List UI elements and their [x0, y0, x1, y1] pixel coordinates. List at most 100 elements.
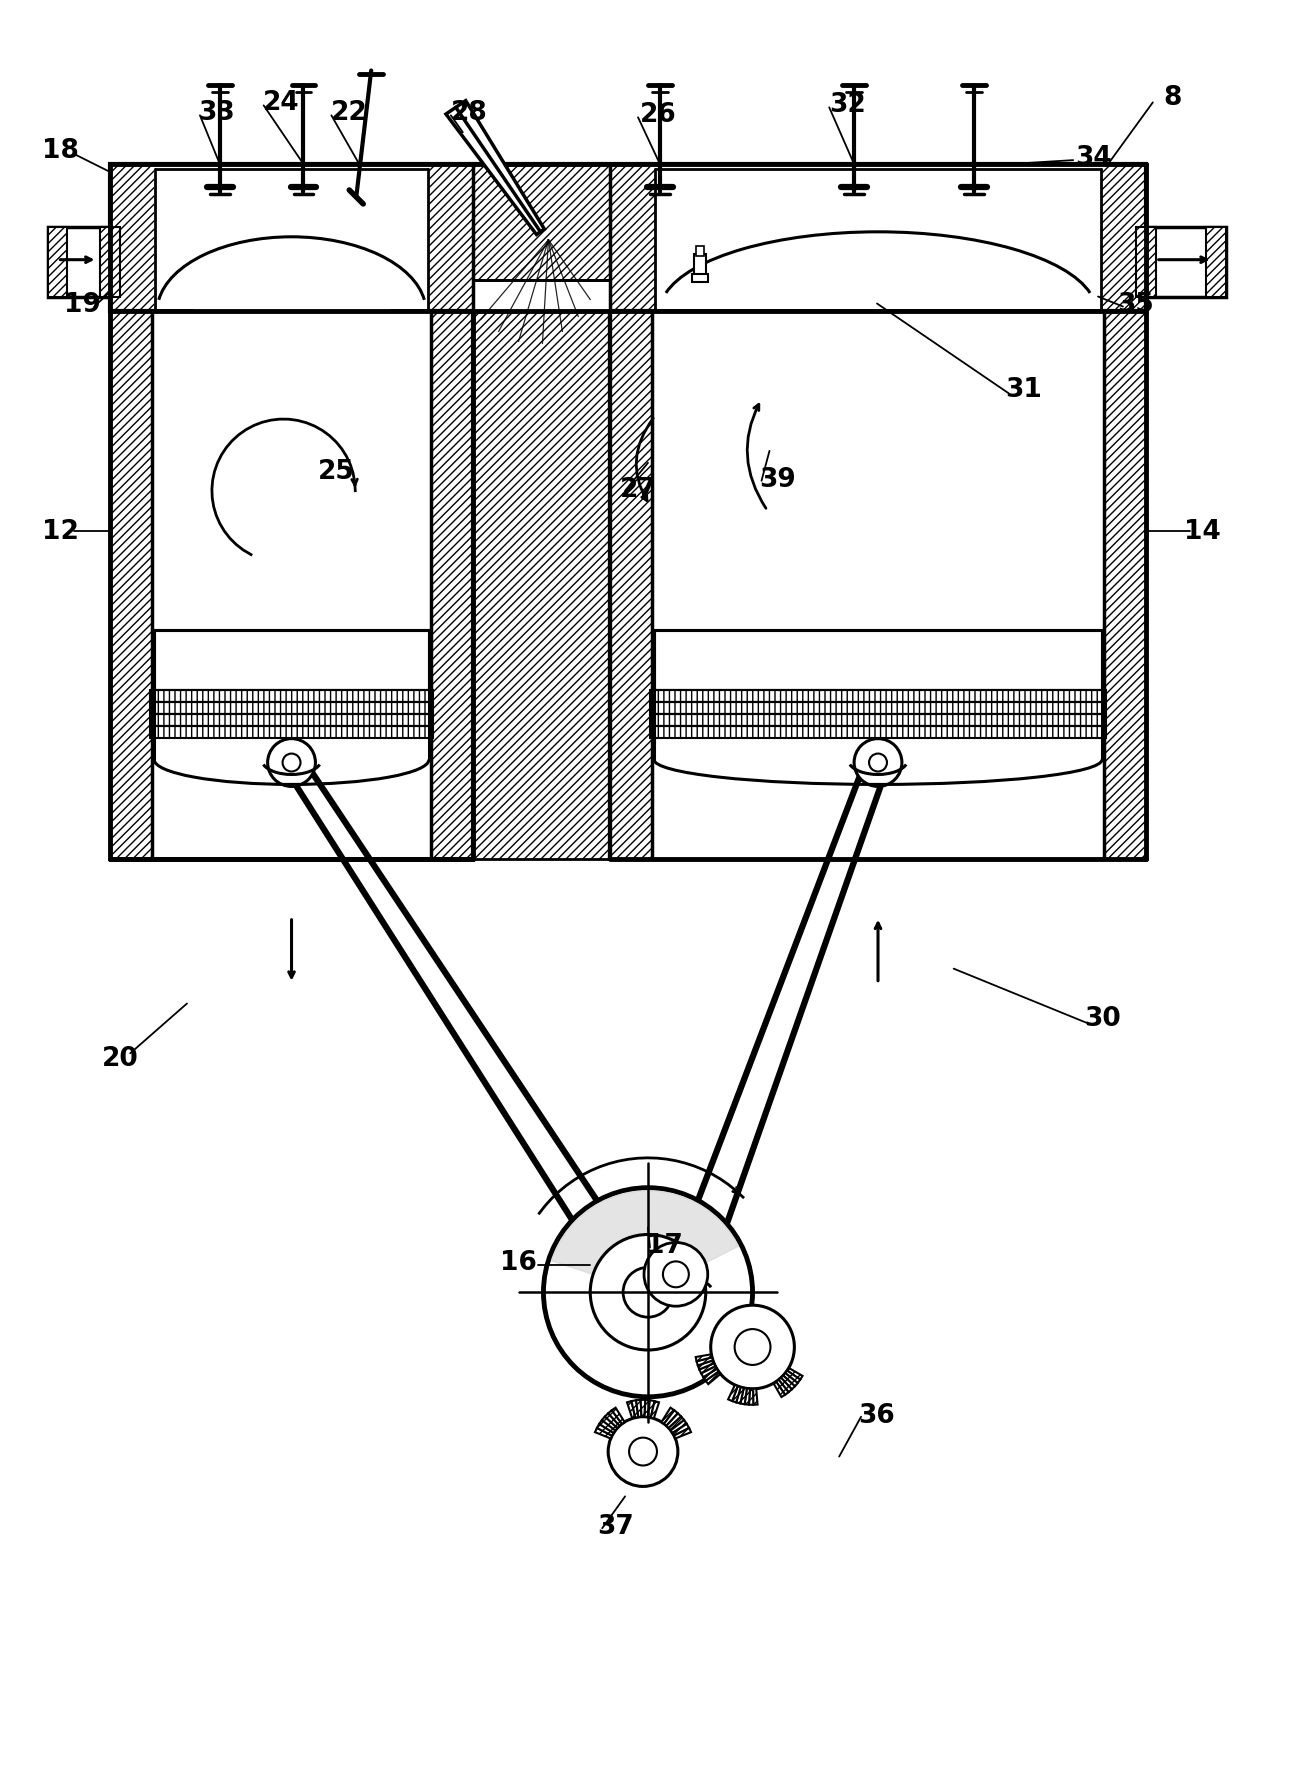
- Bar: [650, 715, 1106, 727]
- Circle shape: [591, 1234, 706, 1351]
- Polygon shape: [749, 1388, 754, 1404]
- Text: 16: 16: [500, 1250, 537, 1275]
- Polygon shape: [671, 1420, 686, 1433]
- Bar: [1206, 227, 1225, 298]
- Bar: [100, 227, 120, 298]
- Circle shape: [268, 739, 316, 787]
- Bar: [150, 702, 433, 715]
- Bar: [650, 727, 1106, 738]
- Circle shape: [869, 754, 887, 771]
- Bar: [48, 227, 67, 298]
- Text: 25: 25: [319, 459, 355, 484]
- Polygon shape: [698, 1360, 714, 1371]
- Bar: [110, 312, 152, 860]
- Polygon shape: [662, 1408, 675, 1424]
- Bar: [1105, 312, 1146, 860]
- Bar: [110, 165, 1146, 312]
- Text: 35: 35: [1118, 291, 1154, 317]
- Bar: [610, 312, 651, 860]
- Text: 27: 27: [620, 477, 657, 502]
- Polygon shape: [597, 1424, 614, 1436]
- Text: 28: 28: [451, 101, 487, 126]
- Bar: [473, 165, 610, 312]
- Bar: [154, 738, 429, 761]
- Circle shape: [644, 1243, 708, 1307]
- Bar: [150, 715, 433, 727]
- Polygon shape: [699, 1363, 715, 1374]
- Bar: [431, 312, 473, 860]
- Bar: [650, 715, 1106, 727]
- Bar: [48, 227, 110, 298]
- Polygon shape: [636, 1401, 641, 1417]
- Bar: [655, 167, 1101, 310]
- Bar: [152, 312, 431, 860]
- Polygon shape: [754, 1388, 758, 1404]
- Bar: [1146, 227, 1225, 298]
- Bar: [650, 727, 1106, 738]
- Ellipse shape: [157, 206, 426, 330]
- Polygon shape: [641, 1401, 645, 1417]
- Bar: [473, 280, 610, 312]
- Text: 39: 39: [759, 466, 796, 493]
- Bar: [695, 246, 703, 257]
- Bar: [150, 702, 433, 715]
- Bar: [110, 165, 1146, 312]
- Circle shape: [629, 1438, 657, 1466]
- Polygon shape: [602, 1417, 618, 1431]
- Polygon shape: [695, 1355, 712, 1362]
- Text: 19: 19: [63, 291, 101, 317]
- Polygon shape: [673, 1427, 692, 1438]
- Polygon shape: [648, 1401, 654, 1418]
- Bar: [1105, 312, 1146, 860]
- Text: 37: 37: [597, 1514, 633, 1539]
- Circle shape: [734, 1330, 771, 1365]
- Bar: [48, 227, 67, 298]
- Bar: [654, 738, 1102, 761]
- Polygon shape: [787, 1369, 803, 1379]
- Polygon shape: [745, 1388, 750, 1404]
- Polygon shape: [728, 1385, 738, 1401]
- Polygon shape: [785, 1371, 800, 1383]
- Text: 36: 36: [859, 1402, 895, 1427]
- Bar: [694, 255, 706, 277]
- Text: 26: 26: [640, 103, 676, 128]
- Circle shape: [609, 1417, 677, 1486]
- Text: 22: 22: [332, 101, 368, 126]
- Polygon shape: [703, 1369, 719, 1381]
- Polygon shape: [732, 1386, 741, 1402]
- Polygon shape: [776, 1379, 789, 1395]
- Bar: [473, 312, 610, 860]
- Bar: [110, 312, 152, 860]
- Polygon shape: [773, 1381, 785, 1397]
- Bar: [431, 312, 473, 860]
- Polygon shape: [632, 1401, 638, 1418]
- Text: 30: 30: [1085, 1005, 1121, 1032]
- Polygon shape: [664, 1411, 677, 1425]
- Polygon shape: [552, 1191, 738, 1275]
- Text: 18: 18: [43, 138, 79, 165]
- Bar: [150, 727, 433, 738]
- Text: 32: 32: [829, 92, 865, 119]
- Text: 24: 24: [263, 90, 300, 117]
- Circle shape: [711, 1305, 794, 1388]
- Bar: [654, 631, 1102, 690]
- Text: 12: 12: [43, 518, 79, 544]
- Bar: [150, 715, 433, 727]
- Bar: [1136, 227, 1156, 298]
- Polygon shape: [737, 1386, 743, 1404]
- Bar: [473, 165, 610, 312]
- Bar: [1206, 227, 1225, 298]
- Polygon shape: [600, 1420, 615, 1433]
- Bar: [150, 690, 433, 702]
- Bar: [650, 690, 1106, 702]
- Polygon shape: [697, 1358, 714, 1365]
- Polygon shape: [594, 1427, 613, 1438]
- Polygon shape: [668, 1417, 684, 1431]
- Circle shape: [623, 1268, 673, 1317]
- Polygon shape: [645, 1401, 650, 1417]
- Bar: [154, 631, 429, 690]
- Polygon shape: [605, 1413, 619, 1429]
- Text: 17: 17: [646, 1232, 684, 1259]
- Bar: [650, 702, 1106, 715]
- Polygon shape: [741, 1388, 747, 1404]
